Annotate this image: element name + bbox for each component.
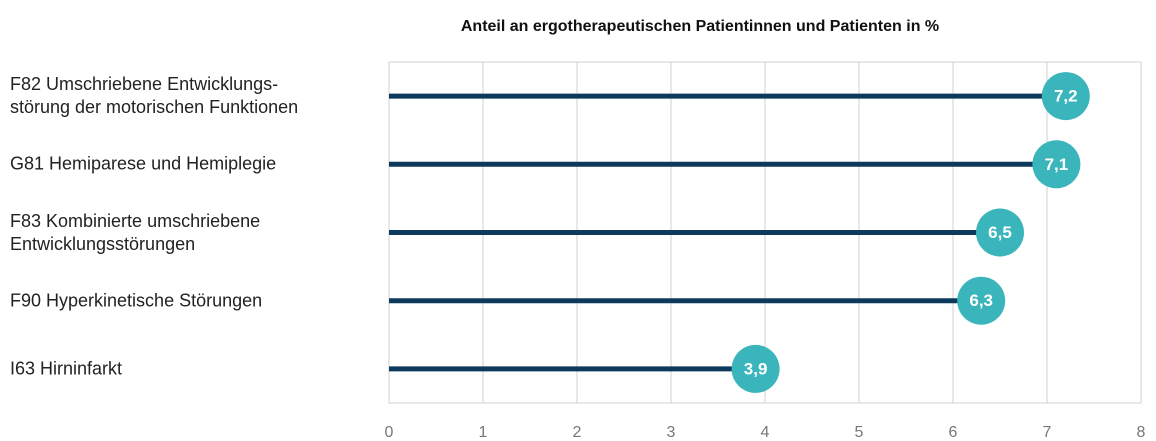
marker — [957, 276, 1006, 325]
value-label: 6,3 — [969, 291, 993, 310]
marker — [976, 208, 1024, 257]
x-tick-label: 5 — [855, 424, 864, 441]
x-tick-label: 7 — [1043, 424, 1052, 441]
value-label: 3,9 — [744, 359, 768, 378]
x-tick-label: 1 — [479, 424, 488, 441]
category-label: G81 Hemiparese und Hemiplegie — [10, 153, 277, 174]
marker — [1041, 72, 1090, 121]
x-tick-label: 6 — [949, 424, 958, 441]
x-tick-label: 4 — [761, 424, 770, 441]
value-label: 6,5 — [988, 223, 1012, 242]
chart-title: Anteil an ergotherapeutischen Patientinn… — [461, 18, 939, 35]
x-tick-label: 8 — [1137, 424, 1146, 441]
value-label: 7,1 — [1045, 155, 1069, 174]
value-label: 7,2 — [1054, 87, 1078, 106]
category-label: F90 Hyperkinetische Störungen — [10, 290, 263, 311]
category-label: F83 Kombinierte umschriebene Entwicklung… — [10, 210, 261, 254]
x-tick-label: 0 — [385, 424, 394, 441]
marker — [1032, 140, 1081, 189]
x-tick-label: 3 — [667, 424, 676, 441]
category-label: I63 Hirninfarkt — [10, 358, 123, 379]
marker — [731, 344, 780, 393]
x-tick-label: 2 — [573, 424, 582, 441]
category-label: F82 Umschriebene Entwicklungs- störung d… — [10, 74, 299, 118]
